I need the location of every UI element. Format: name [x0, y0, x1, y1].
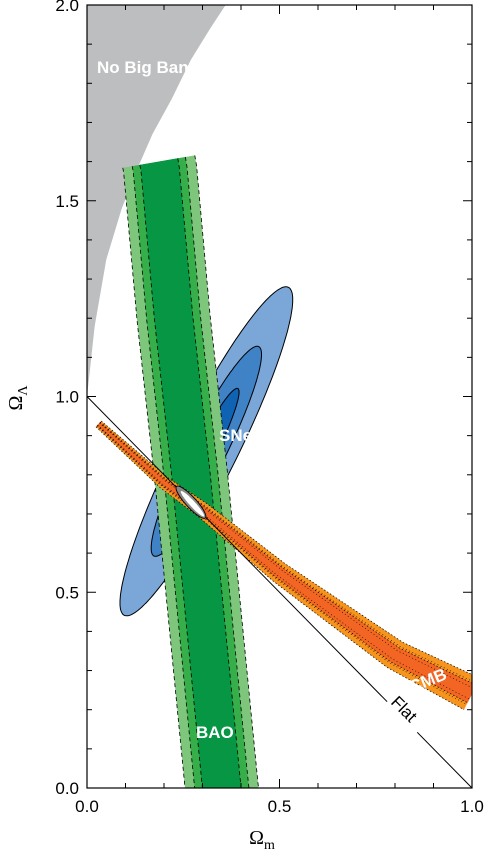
label-no-big-bang: No Big Bang	[97, 58, 199, 77]
label-sne: SNe	[219, 426, 252, 445]
combined-contour-inner	[180, 491, 205, 517]
cmb-hatch-lower-2	[100, 421, 472, 682]
axes-layer: 0.0 0.5 1.0 0.0 0.5 1.0 1.5 2.0	[55, 0, 483, 816]
y-tick-label: 2.0	[55, 0, 79, 15]
y-tick-label: 0.0	[55, 779, 79, 798]
label-flat-backdrop	[384, 690, 429, 735]
x-axis-label-sub: m	[264, 838, 275, 853]
y-tick-label: 1.5	[55, 192, 79, 211]
bao-edge-right-1	[194, 155, 260, 788]
bao-layer	[122, 155, 260, 788]
x-tick-label: 1.0	[460, 797, 484, 816]
y-axis-label-main: Ω	[5, 396, 27, 411]
x-tick-label: 0.5	[268, 797, 292, 816]
no-big-bang-region	[87, 5, 226, 397]
y-tick-label: 1.0	[55, 388, 79, 407]
axis-titles: Ωm ΩΛ	[5, 385, 275, 853]
no-big-bang-layer	[87, 5, 226, 397]
region-labels: No Big Bang SNe BAO CMB Flat	[97, 58, 449, 742]
cmb-edge-lower-2	[99, 422, 472, 684]
bao-edge-right-2	[185, 156, 250, 788]
combined-layer	[175, 485, 207, 519]
x-tick-label: 0.0	[75, 797, 99, 816]
cmb-edge-upper-1	[95, 426, 465, 711]
bao-band-3	[139, 158, 242, 788]
label-bao: BAO	[196, 723, 234, 742]
x-axis-label-main: Ω	[249, 827, 264, 849]
cmb-edge-lower-1	[100, 420, 472, 675]
y-axis-label-sub: Λ	[16, 385, 31, 396]
y-tick-label: 0.5	[55, 583, 79, 602]
plot-area	[87, 5, 472, 788]
y-axis-label: ΩΛ	[5, 385, 31, 411]
cmb-band-2	[97, 422, 472, 703]
x-axis-label: Ωm	[249, 827, 275, 853]
